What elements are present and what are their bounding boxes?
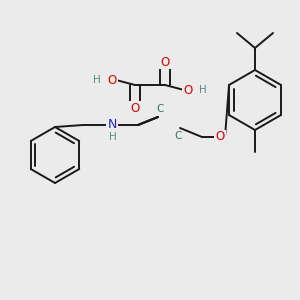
Text: O: O (107, 74, 117, 86)
Text: O: O (215, 130, 225, 143)
Text: H: H (199, 85, 207, 95)
Text: O: O (130, 101, 140, 115)
Text: H: H (93, 75, 101, 85)
Text: H: H (109, 132, 117, 142)
Text: C: C (156, 104, 164, 114)
Text: O: O (160, 56, 169, 68)
Text: N: N (107, 118, 117, 131)
Text: C: C (174, 131, 182, 141)
Text: O: O (183, 83, 193, 97)
